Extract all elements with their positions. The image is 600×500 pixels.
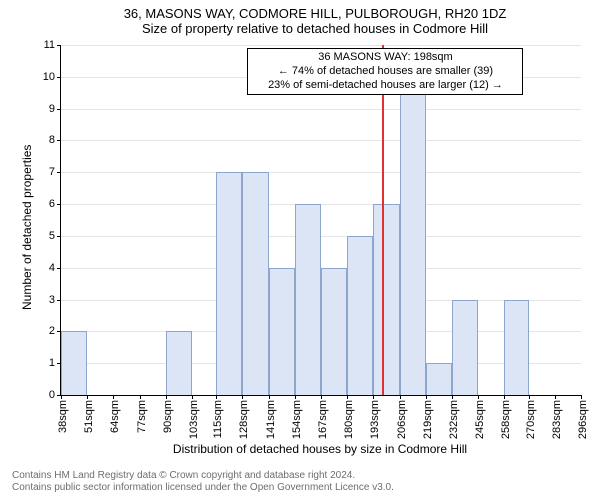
footer-line-2: Contains public sector information licen… bbox=[12, 482, 394, 494]
gridline bbox=[61, 140, 581, 141]
gridline bbox=[61, 172, 581, 173]
bar bbox=[269, 268, 295, 395]
bar bbox=[426, 363, 452, 395]
x-tick bbox=[581, 395, 582, 399]
annotation-line-3: 23% of semi-detached houses are larger (… bbox=[254, 79, 516, 93]
title-block: 36, MASONS WAY, CODMORE HILL, PULBOROUGH… bbox=[40, 6, 590, 36]
x-tick-label: 270sqm bbox=[525, 400, 537, 439]
x-tick bbox=[242, 395, 243, 399]
footer: Contains HM Land Registry data © Crown c… bbox=[12, 470, 394, 494]
x-tick bbox=[529, 395, 530, 399]
bar bbox=[452, 300, 478, 395]
title-line-2: Size of property relative to detached ho… bbox=[40, 21, 590, 36]
y-tick-label: 6 bbox=[49, 198, 55, 210]
x-tick-label: 115sqm bbox=[212, 400, 224, 438]
y-tick-label: 3 bbox=[49, 294, 55, 306]
x-tick bbox=[555, 395, 556, 399]
x-tick bbox=[373, 395, 374, 399]
y-tick-label: 7 bbox=[49, 166, 55, 178]
x-tick bbox=[113, 395, 114, 399]
x-tick-label: 219sqm bbox=[422, 400, 434, 439]
x-tick-label: 141sqm bbox=[265, 400, 277, 439]
title-line-1: 36, MASONS WAY, CODMORE HILL, PULBOROUGH… bbox=[40, 6, 590, 21]
x-tick-label: 90sqm bbox=[162, 400, 174, 433]
x-tick-label: 77sqm bbox=[136, 400, 148, 433]
bar bbox=[347, 236, 373, 395]
x-tick-label: 245sqm bbox=[474, 400, 486, 439]
bar bbox=[400, 77, 426, 395]
marker-line bbox=[382, 45, 384, 395]
x-tick bbox=[504, 395, 505, 399]
bar bbox=[61, 331, 87, 395]
x-tick-label: 180sqm bbox=[343, 400, 355, 439]
x-tick-label: 38sqm bbox=[57, 400, 69, 433]
gridline bbox=[61, 236, 581, 237]
x-tick-label: 103sqm bbox=[188, 400, 200, 439]
bar bbox=[504, 300, 528, 395]
x-axis-label: Distribution of detached houses by size … bbox=[60, 442, 580, 456]
gridline bbox=[61, 109, 581, 110]
bar bbox=[295, 204, 321, 395]
y-tick-label: 5 bbox=[49, 230, 55, 242]
x-tick bbox=[400, 395, 401, 399]
x-tick-label: 64sqm bbox=[109, 400, 121, 433]
x-tick-label: 232sqm bbox=[448, 400, 460, 439]
x-tick bbox=[478, 395, 479, 399]
x-tick bbox=[426, 395, 427, 399]
x-tick-label: 167sqm bbox=[317, 400, 329, 439]
x-tick bbox=[192, 395, 193, 399]
x-tick-label: 283sqm bbox=[551, 400, 563, 439]
gridline bbox=[61, 45, 581, 46]
x-tick bbox=[140, 395, 141, 399]
y-axis-label: Number of detached properties bbox=[20, 145, 34, 310]
x-tick bbox=[452, 395, 453, 399]
x-tick bbox=[216, 395, 217, 399]
x-tick-label: 51sqm bbox=[83, 400, 95, 433]
y-tick-label: 4 bbox=[49, 262, 55, 274]
x-tick bbox=[347, 395, 348, 399]
y-tick-label: 11 bbox=[44, 39, 55, 51]
annotation-box: 36 MASONS WAY: 198sqm ← 74% of detached … bbox=[247, 48, 523, 95]
x-tick-label: 154sqm bbox=[291, 400, 303, 439]
x-tick bbox=[61, 395, 62, 399]
x-tick bbox=[166, 395, 167, 399]
gridline bbox=[61, 204, 581, 205]
y-tick-label: 8 bbox=[49, 134, 55, 146]
bar bbox=[321, 268, 347, 395]
bar bbox=[242, 172, 268, 395]
x-tick-label: 258sqm bbox=[500, 400, 512, 439]
annotation-line-2: ← 74% of detached houses are smaller (39… bbox=[254, 65, 516, 79]
y-tick-label: 10 bbox=[43, 71, 55, 83]
x-tick bbox=[321, 395, 322, 399]
x-tick bbox=[295, 395, 296, 399]
bar bbox=[373, 204, 399, 395]
y-tick-label: 0 bbox=[49, 389, 55, 401]
plot-area: 0123456789101138sqm51sqm64sqm77sqm90sqm1… bbox=[60, 45, 581, 396]
y-tick-label: 9 bbox=[49, 103, 55, 115]
x-tick-label: 206sqm bbox=[396, 400, 408, 439]
y-tick-label: 1 bbox=[49, 357, 55, 369]
bar bbox=[166, 331, 192, 395]
y-tick-label: 2 bbox=[49, 325, 55, 337]
x-tick-label: 296sqm bbox=[577, 400, 589, 439]
chart-container: 36, MASONS WAY, CODMORE HILL, PULBOROUGH… bbox=[0, 0, 600, 500]
footer-line-1: Contains HM Land Registry data © Crown c… bbox=[12, 470, 394, 482]
x-tick bbox=[269, 395, 270, 399]
x-tick bbox=[87, 395, 88, 399]
x-tick-label: 128sqm bbox=[238, 400, 250, 439]
bar bbox=[216, 172, 242, 395]
x-tick-label: 193sqm bbox=[369, 400, 381, 439]
annotation-line-1: 36 MASONS WAY: 198sqm bbox=[254, 51, 516, 65]
